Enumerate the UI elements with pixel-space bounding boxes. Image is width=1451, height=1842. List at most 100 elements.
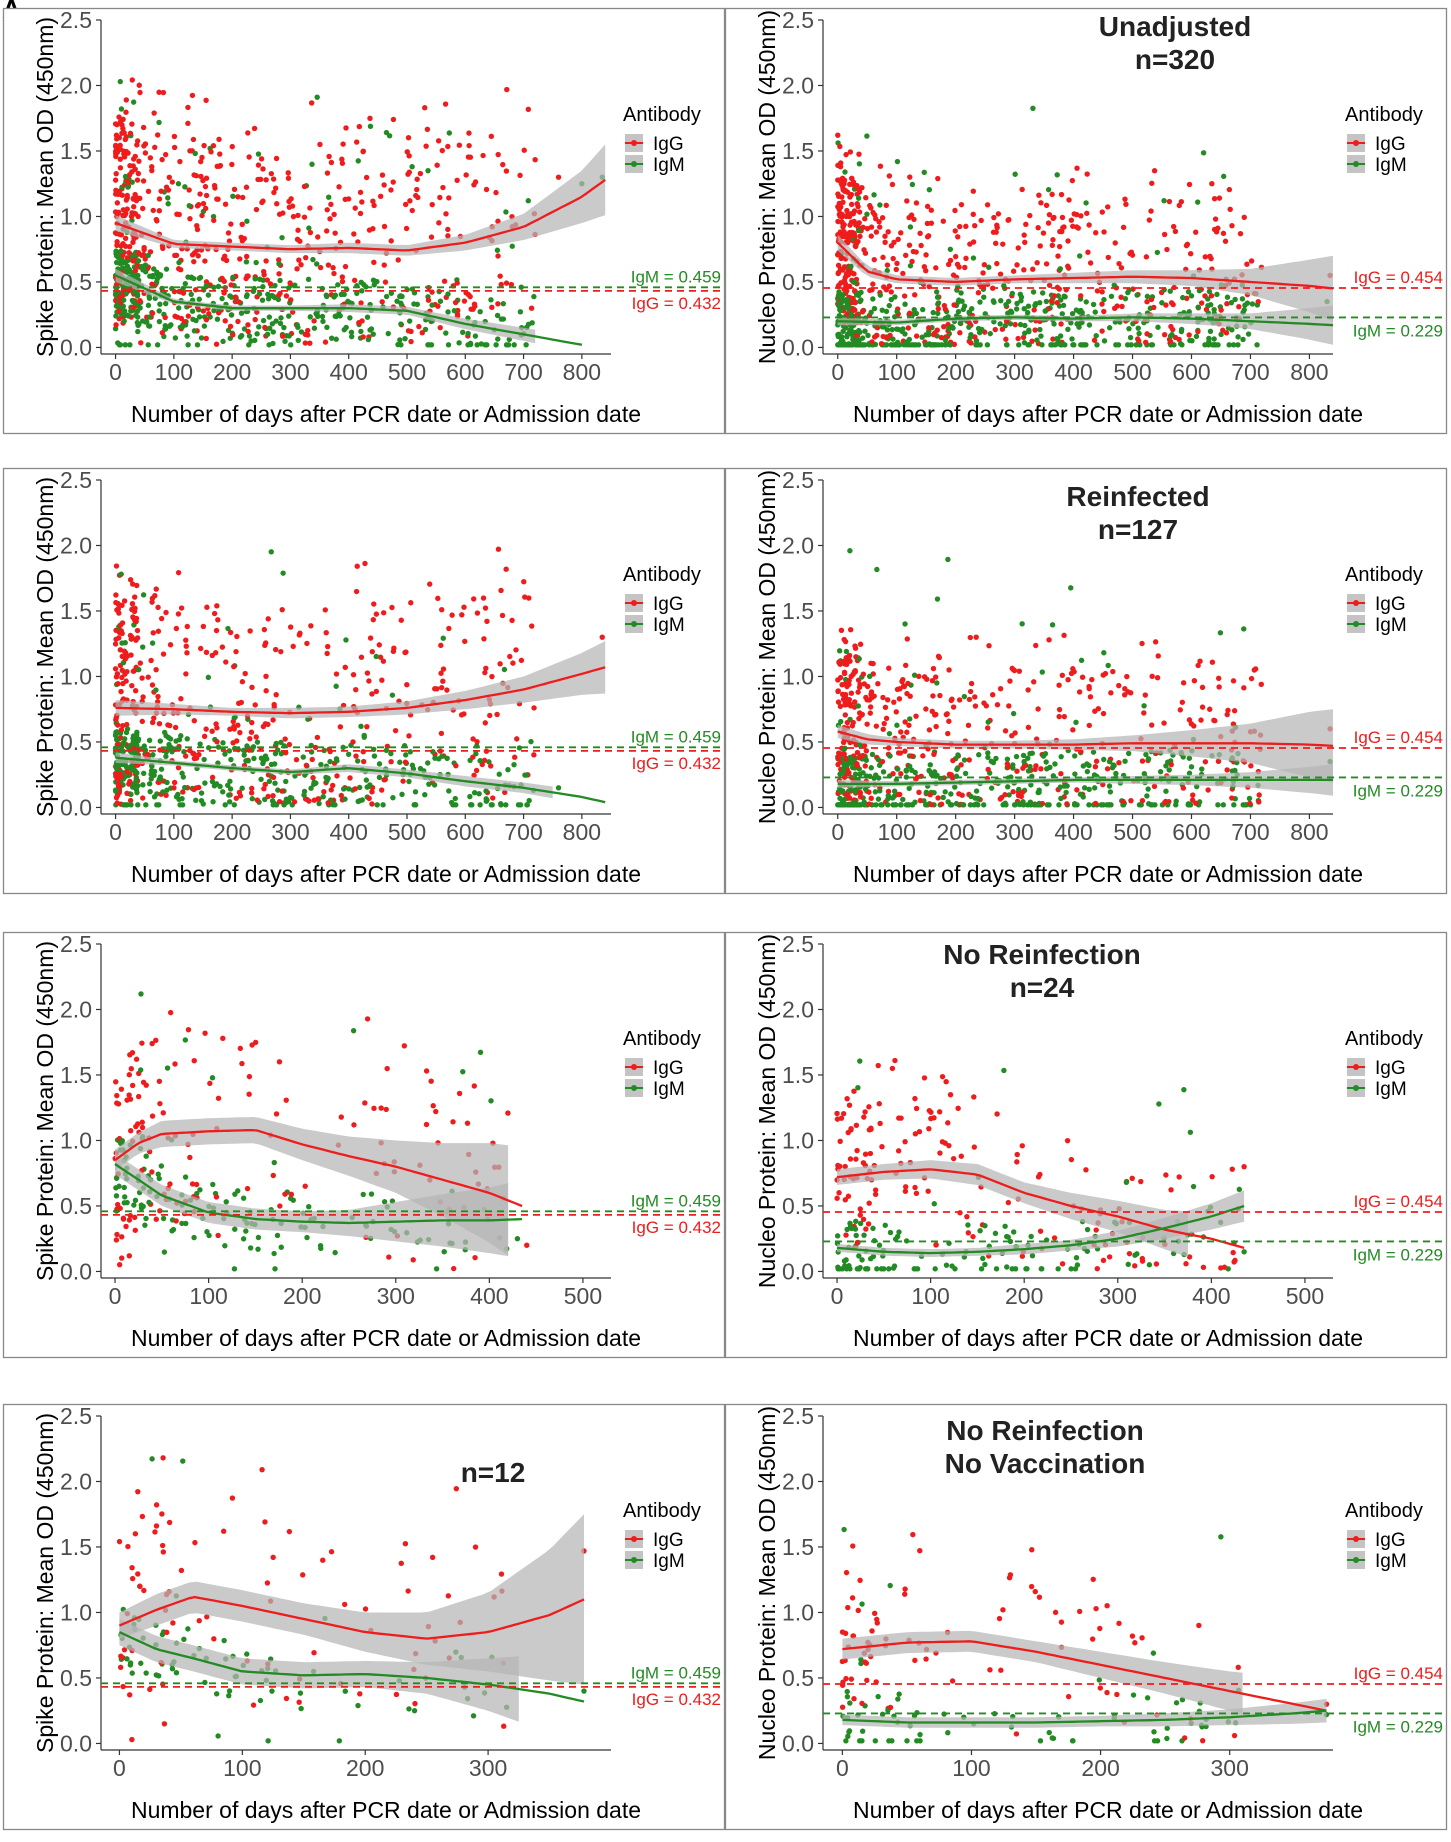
igg-point [1091, 337, 1098, 343]
igg-point [253, 206, 260, 213]
igm-point [135, 258, 142, 264]
igg-point [898, 729, 904, 735]
igm-point [209, 778, 216, 785]
igm-point [892, 294, 898, 300]
igm-point [516, 745, 523, 751]
igm-point [885, 802, 891, 808]
igg-point [223, 257, 230, 264]
igm-point [477, 758, 483, 764]
igm-point [385, 330, 391, 337]
igm-point [874, 1266, 880, 1272]
threshold-label-igm: IgM = 0.459 [631, 727, 721, 746]
igg-point [137, 89, 143, 96]
igm-point [134, 729, 140, 736]
igg-point [171, 779, 178, 786]
igm-point [1235, 342, 1241, 348]
igg-point [184, 650, 190, 656]
igm-point [146, 323, 153, 329]
igg-point [888, 289, 894, 295]
igg-point [900, 676, 906, 683]
igg-point [227, 323, 234, 330]
igm-point [961, 693, 968, 700]
igg-point [1106, 1254, 1113, 1260]
igg-point [291, 799, 298, 805]
igg-point [436, 220, 442, 226]
igg-point [873, 723, 880, 729]
igg-point [857, 641, 864, 647]
igg-point [129, 121, 135, 127]
igg-point [339, 160, 346, 166]
legend-key-point [631, 140, 637, 146]
igm-point [498, 802, 504, 808]
igm-point [1144, 293, 1151, 300]
y-tick-label: 1.0 [60, 1127, 92, 1153]
igg-point [112, 209, 119, 215]
igm-point [118, 571, 124, 577]
igm-point [835, 342, 841, 348]
x-tick-label: 300 [995, 359, 1033, 385]
igg-point [119, 192, 125, 198]
igm-point [1127, 334, 1134, 341]
panel-border [724, 931, 1448, 1359]
igg-point [114, 722, 121, 728]
igg-point [483, 665, 489, 671]
igg-point [1237, 230, 1244, 237]
igm-point [894, 722, 900, 728]
igg-point [183, 643, 189, 649]
igm-point [494, 312, 501, 319]
x-tick-label: 700 [504, 819, 542, 845]
y-axis-label: Spike Protein: Mean OD (450nm) [32, 1413, 58, 1753]
igm-point [190, 316, 196, 323]
igm-point [215, 744, 222, 750]
igm-point [942, 789, 948, 795]
igg-point [112, 666, 119, 672]
igm-point [356, 784, 363, 791]
igg-point [131, 204, 137, 210]
igm-point [153, 687, 159, 693]
igg-point [1224, 711, 1230, 718]
igg-point [864, 683, 871, 690]
igg-point [843, 151, 849, 158]
igg-point [1019, 1253, 1026, 1259]
igm-point [985, 719, 991, 725]
igg-point [1227, 206, 1233, 213]
igm-point [847, 1220, 853, 1227]
igg-point [846, 677, 852, 684]
igm-point [926, 186, 933, 193]
igg-point [314, 734, 321, 741]
igg-point [417, 170, 424, 177]
igg-point [276, 798, 283, 805]
igm-point [222, 802, 228, 808]
igg-point [1126, 1250, 1133, 1257]
igg-point [1186, 717, 1193, 723]
igg-point [132, 687, 139, 694]
igg-point [366, 678, 372, 684]
igm-point [857, 342, 863, 348]
igg-point [847, 701, 854, 708]
igm-point [276, 261, 282, 267]
igg-point [213, 1194, 220, 1200]
igg-point [113, 148, 119, 154]
igg-point [414, 186, 420, 193]
igm-point [1229, 768, 1236, 774]
igm-point [133, 778, 139, 784]
igg-point [1215, 758, 1222, 764]
igm-point [1090, 301, 1097, 308]
igg-point [836, 659, 842, 666]
igg-point [913, 333, 920, 339]
igg-point [213, 627, 220, 634]
igg-point [497, 661, 503, 667]
igm-point [1007, 1238, 1014, 1245]
igg-point [871, 693, 877, 699]
igm-point [878, 802, 884, 808]
igg-point [500, 161, 506, 168]
igg-point [863, 1226, 869, 1232]
igg-point [487, 712, 493, 719]
igg-point [274, 201, 280, 207]
igm-point [309, 161, 315, 167]
legend-label-igg: IgG [653, 594, 684, 615]
igm-point [192, 150, 198, 157]
igm-point [355, 798, 361, 805]
igg-point [894, 260, 900, 267]
igg-point [981, 700, 987, 706]
